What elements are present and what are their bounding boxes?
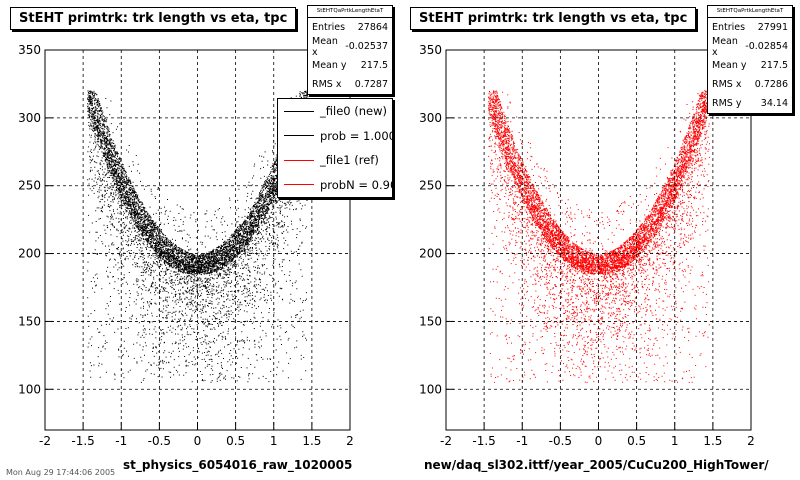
y-tick-label: 200: [18, 247, 41, 261]
stats-value: -0.02854: [745, 41, 788, 52]
x-tick-label: 1: [671, 434, 679, 448]
stats-label: RMS x: [712, 79, 742, 90]
right-plot: -2 -1.5 -1 -0.5 0 0.5 1 1.5 2 100 150 200 250 300 350: [419, 43, 755, 448]
left-stats-row: RMS x 0.7287: [308, 75, 392, 94]
y-tick-label: 350: [18, 43, 41, 57]
y-tick-label: 350: [419, 43, 442, 57]
stats-value: 0.7286: [754, 79, 788, 90]
legend-entry: _file1 (ref): [278, 148, 392, 173]
right-stats-row: RMS y 34.14: [708, 94, 792, 113]
x-tick-label: 0: [194, 434, 202, 448]
stats-label: RMS y: [712, 98, 742, 109]
left-x-axis-title: st_physics_6054016_raw_1020005: [123, 458, 353, 472]
grid-lines: [446, 50, 751, 430]
legend-line-icon: [284, 110, 314, 112]
right-stats-row: Entries 27991: [708, 18, 792, 37]
x-tick-label: 1.5: [302, 434, 321, 448]
legend-label: prob = 1.000000: [320, 128, 392, 143]
legend-label: _file1 (ref): [320, 153, 379, 168]
stats-label: Mean x: [312, 35, 338, 58]
stats-label: RMS x: [312, 79, 342, 90]
x-tick-label: -0.5: [148, 434, 171, 448]
x-tick-label: 1: [270, 434, 278, 448]
y-tick-label: 250: [18, 179, 41, 193]
legend-entry: _file0 (new): [278, 99, 392, 124]
left-stats-row: Mean x -0.02537: [308, 35, 392, 58]
right-plot-title: StEHT primtrk: trk length vs eta, tpc: [410, 7, 697, 30]
stats-label: Entries: [312, 22, 346, 33]
legend-entry: probN = 0.901836: [278, 173, 392, 198]
left-legend: _file0 (new) prob = 1.000000 _file1 (ref…: [277, 98, 393, 198]
x-tick-label: 2: [346, 434, 354, 448]
legend-label: _file0 (new): [320, 104, 387, 119]
y-tick-label: 250: [419, 179, 442, 193]
x-tick-label: -1.5: [472, 434, 495, 448]
y-tick-label: 100: [18, 382, 41, 396]
stats-label: Mean y: [312, 60, 347, 71]
x-tick-label: 0: [595, 434, 603, 448]
timestamp-footer: Mon Aug 29 17:44:06 2005: [6, 468, 116, 477]
legend-label: probN = 0.901836: [320, 177, 392, 192]
y-tick-label: 200: [419, 247, 442, 261]
stats-value: -0.02537: [345, 41, 388, 52]
left-stats-row: Entries 27864: [308, 18, 392, 37]
stats-value: 27864: [357, 22, 388, 33]
right-stats-name: StEHTQaPrtkLengthEtaT: [708, 6, 792, 18]
y-tick-label: 150: [419, 314, 442, 328]
x-tick-label: -1: [516, 434, 528, 448]
stats-value: 217.5: [360, 60, 388, 71]
stats-value: 34.14: [760, 98, 788, 109]
right-stats-row: Mean x -0.02854: [708, 35, 792, 58]
stats-label: Entries: [712, 22, 746, 33]
x-tick-label: -0.5: [549, 434, 572, 448]
legend-line-icon: [284, 184, 314, 186]
stats-label: Mean x: [712, 35, 738, 58]
legend-line-icon: [284, 159, 314, 161]
y-tick-label: 150: [18, 314, 41, 328]
right-stats-row: RMS x 0.7286: [708, 75, 792, 94]
plot-frame: [445, 49, 752, 431]
x-tick-label: 1.5: [703, 434, 722, 448]
y-tick-label: 300: [419, 111, 442, 125]
scatter-points: [87, 90, 310, 383]
left-stats-name: StEHTQaPrtkLengthEtaT: [308, 6, 392, 18]
stats-value: 0.7287: [354, 79, 388, 90]
right-stats-box: StEHTQaPrtkLengthEtaT Entries 27991 Mean…: [707, 5, 793, 114]
y-tick-label: 100: [419, 382, 442, 396]
x-tick-label: -1.5: [71, 434, 94, 448]
x-tick-label: -2: [39, 434, 51, 448]
left-stats-row: Mean y 217.5: [308, 56, 392, 75]
x-tick-label: 2: [747, 434, 755, 448]
y-tick-label: 300: [18, 111, 41, 125]
stats-label: Mean y: [712, 60, 747, 71]
x-tick-label: -2: [440, 434, 452, 448]
left-stats-box: StEHTQaPrtkLengthEtaT Entries 27864 Mean…: [307, 5, 393, 95]
left-plot-title: StEHT primtrk: trk length vs eta, tpc: [10, 7, 297, 30]
x-tick-label: -1: [115, 434, 127, 448]
stats-value: 27991: [757, 22, 788, 33]
legend-entry: prob = 1.000000: [278, 124, 392, 149]
right-stats-row: Mean y 217.5: [708, 56, 792, 75]
right-x-axis-title: new/daq_sl302.ittf/year_2005/CuCu200_Hig…: [424, 458, 769, 472]
legend-line-icon: [284, 135, 314, 137]
x-tick-label: 0.5: [627, 434, 646, 448]
x-tick-label: 0.5: [226, 434, 245, 448]
stats-value: 217.5: [760, 60, 788, 71]
